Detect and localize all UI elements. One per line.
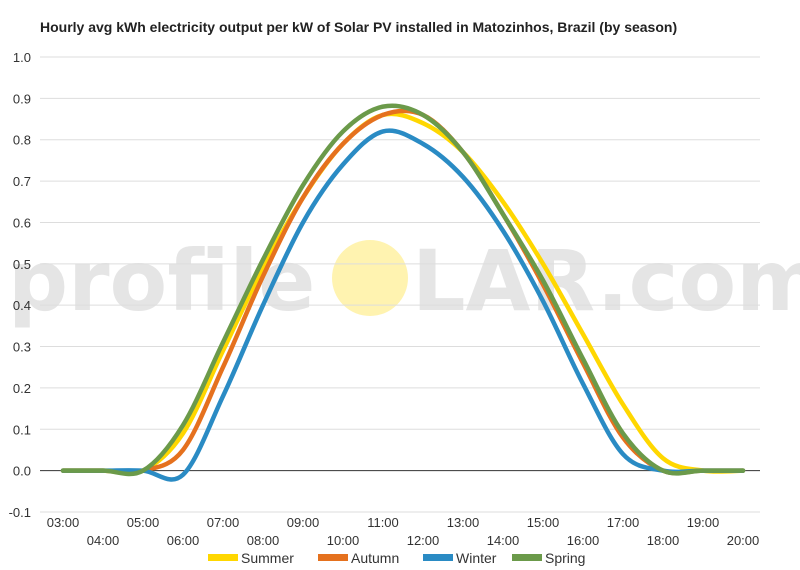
x-tick-label: 19:00 — [687, 515, 720, 530]
series-line-winter — [60, 128, 746, 482]
x-tick-label: 11:00 — [367, 515, 399, 530]
y-tick-label: 0.7 — [13, 174, 31, 189]
y-tick-label: 0.6 — [13, 215, 31, 230]
watermark: profile LAR.com — [8, 232, 800, 330]
y-tick-label: 0.2 — [13, 381, 31, 396]
x-axis-ticks: 03:00 04:00 05:00 06:00 07:00 08:00 09:00 10:00… — [47, 515, 760, 548]
y-tick-label: 0.9 — [13, 91, 31, 106]
legend-swatch-autumn — [318, 554, 348, 561]
legend-swatch-spring — [512, 554, 542, 561]
y-tick-label: 0.0 — [13, 464, 31, 479]
watermark-text-left: profile — [8, 232, 315, 330]
watermark-text-right: LAR.com — [412, 232, 800, 330]
gridlines — [40, 56, 760, 513]
series-lines — [60, 103, 746, 482]
x-tick-label: 13:00 — [447, 515, 480, 530]
legend-label-winter: Winter — [456, 550, 497, 566]
legend: Summer Autumn Winter Spring — [208, 550, 585, 566]
y-axis-ticks: 1.0 0.9 0.8 0.7 0.6 0.5 0.4 0.3 0.2 0.1 0.0 -0.1 — [9, 50, 31, 520]
chart-title: Hourly avg kWh electricity output per kW… — [40, 19, 678, 35]
x-tick-label: 20:00 — [727, 533, 760, 548]
x-tick-label: 06:00 — [167, 533, 200, 548]
y-tick-label: 0.4 — [13, 298, 31, 313]
legend-label-autumn: Autumn — [351, 550, 399, 566]
y-tick-label: 0.3 — [13, 340, 31, 355]
series-line-autumn — [60, 108, 746, 476]
x-tick-label: 07:00 — [207, 515, 240, 530]
legend-swatch-summer — [208, 554, 238, 561]
y-tick-label: 0.8 — [13, 133, 31, 148]
x-tick-label: 18:00 — [647, 533, 680, 548]
x-tick-label: 09:00 — [287, 515, 320, 530]
watermark-sun-icon — [332, 240, 408, 316]
x-tick-label: 10:00 — [327, 533, 360, 548]
x-tick-label: 12:00 — [407, 533, 440, 548]
y-tick-label: 1.0 — [13, 50, 31, 65]
x-tick-label: 15:00 — [527, 515, 560, 530]
series-line-spring — [60, 103, 746, 477]
x-tick-label: 08:00 — [247, 533, 280, 548]
legend-label-spring: Spring — [545, 550, 585, 566]
x-tick-label: 17:00 — [607, 515, 640, 530]
series-line-summer — [60, 111, 746, 476]
y-tick-label: 0.5 — [13, 257, 31, 272]
y-tick-label: 0.1 — [13, 422, 31, 437]
x-tick-label: 14:00 — [487, 533, 520, 548]
y-tick-label: -0.1 — [9, 505, 31, 520]
legend-swatch-winter — [423, 554, 453, 561]
x-tick-label: 05:00 — [127, 515, 160, 530]
x-tick-label: 16:00 — [567, 533, 600, 548]
legend-label-summer: Summer — [241, 550, 294, 566]
x-tick-label: 04:00 — [87, 533, 120, 548]
x-tick-label: 03:00 — [47, 515, 80, 530]
